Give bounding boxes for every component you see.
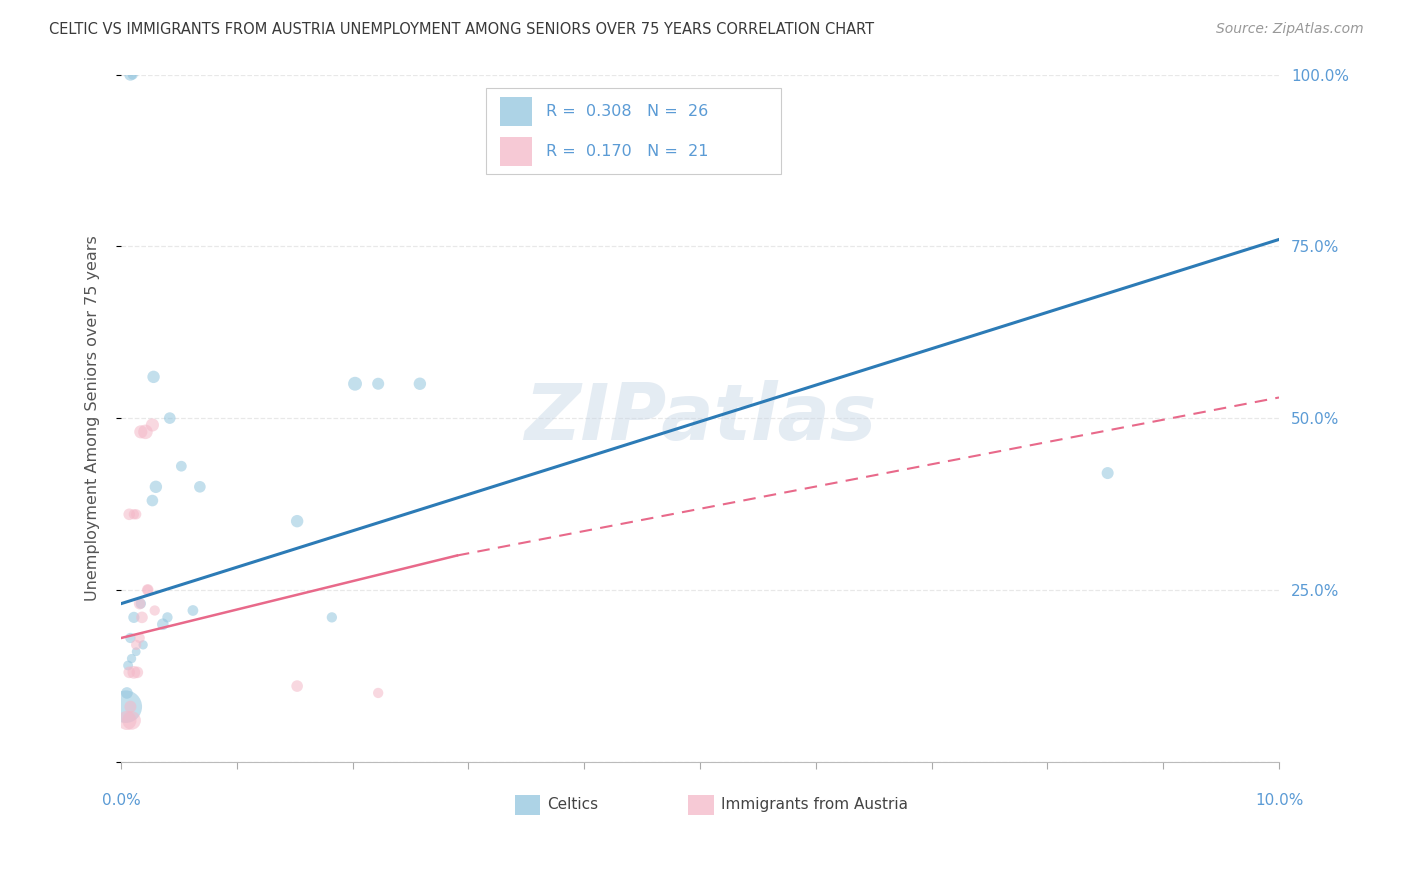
Point (117, 658, 139, 673)
Point (145, 480, 167, 494)
Point (128, 631, 150, 645)
Point (1097, 466, 1119, 480)
Point (134, 425, 156, 439)
Point (115, 686, 138, 700)
Text: 0.0%: 0.0% (101, 793, 141, 807)
Point (136, 582, 159, 597)
Point (122, 610, 145, 624)
Point (285, 514, 308, 528)
Point (115, 714, 138, 728)
Point (141, 417, 163, 432)
Point (127, 665, 149, 680)
Point (367, 376, 389, 391)
Point (118, 508, 141, 522)
Point (121, 68, 143, 82)
Point (142, 369, 165, 384)
FancyBboxPatch shape (499, 97, 533, 126)
Point (131, 610, 153, 624)
Point (120, 68, 142, 82)
FancyBboxPatch shape (499, 136, 533, 166)
Point (129, 597, 152, 611)
Text: CELTIC VS IMMIGRANTS FROM AUSTRIA UNEMPLOYMENT AMONG SENIORS OVER 75 YEARS CORRE: CELTIC VS IMMIGRANTS FROM AUSTRIA UNEMPL… (49, 22, 875, 37)
Text: 10.0%: 10.0% (1254, 793, 1303, 807)
Text: Source: ZipAtlas.com: Source: ZipAtlas.com (1216, 22, 1364, 37)
Point (132, 638, 155, 652)
Text: ZIPatlas: ZIPatlas (524, 380, 876, 456)
Point (129, 425, 152, 439)
Point (118, 665, 141, 680)
Point (181, 603, 204, 617)
Text: Celtics: Celtics (547, 797, 599, 813)
FancyBboxPatch shape (515, 796, 540, 814)
Point (128, 597, 150, 611)
Point (122, 665, 145, 680)
Text: Immigrants from Austria: Immigrants from Austria (721, 797, 908, 813)
Point (321, 610, 343, 624)
Point (125, 638, 148, 652)
Text: R =  0.170   N =  21: R = 0.170 N = 21 (546, 144, 709, 159)
Point (125, 645, 148, 659)
Point (121, 714, 143, 728)
Point (114, 699, 136, 714)
Point (121, 651, 143, 665)
Y-axis label: Unemployment Among Seniors over 75 years: Unemployment Among Seniors over 75 years (86, 235, 100, 601)
Point (120, 631, 142, 645)
Point (156, 610, 179, 624)
Point (122, 508, 145, 522)
Point (344, 376, 367, 391)
Point (285, 679, 308, 693)
Point (170, 459, 193, 474)
Point (141, 493, 163, 508)
Point (152, 617, 174, 632)
Point (159, 411, 181, 425)
Point (120, 699, 142, 714)
Point (125, 508, 148, 522)
Point (143, 603, 166, 617)
Point (409, 376, 432, 391)
FancyBboxPatch shape (486, 88, 782, 174)
FancyBboxPatch shape (689, 796, 714, 814)
Text: R =  0.308   N =  26: R = 0.308 N = 26 (546, 104, 709, 120)
Point (188, 480, 211, 494)
Point (367, 686, 389, 700)
Point (136, 582, 159, 597)
